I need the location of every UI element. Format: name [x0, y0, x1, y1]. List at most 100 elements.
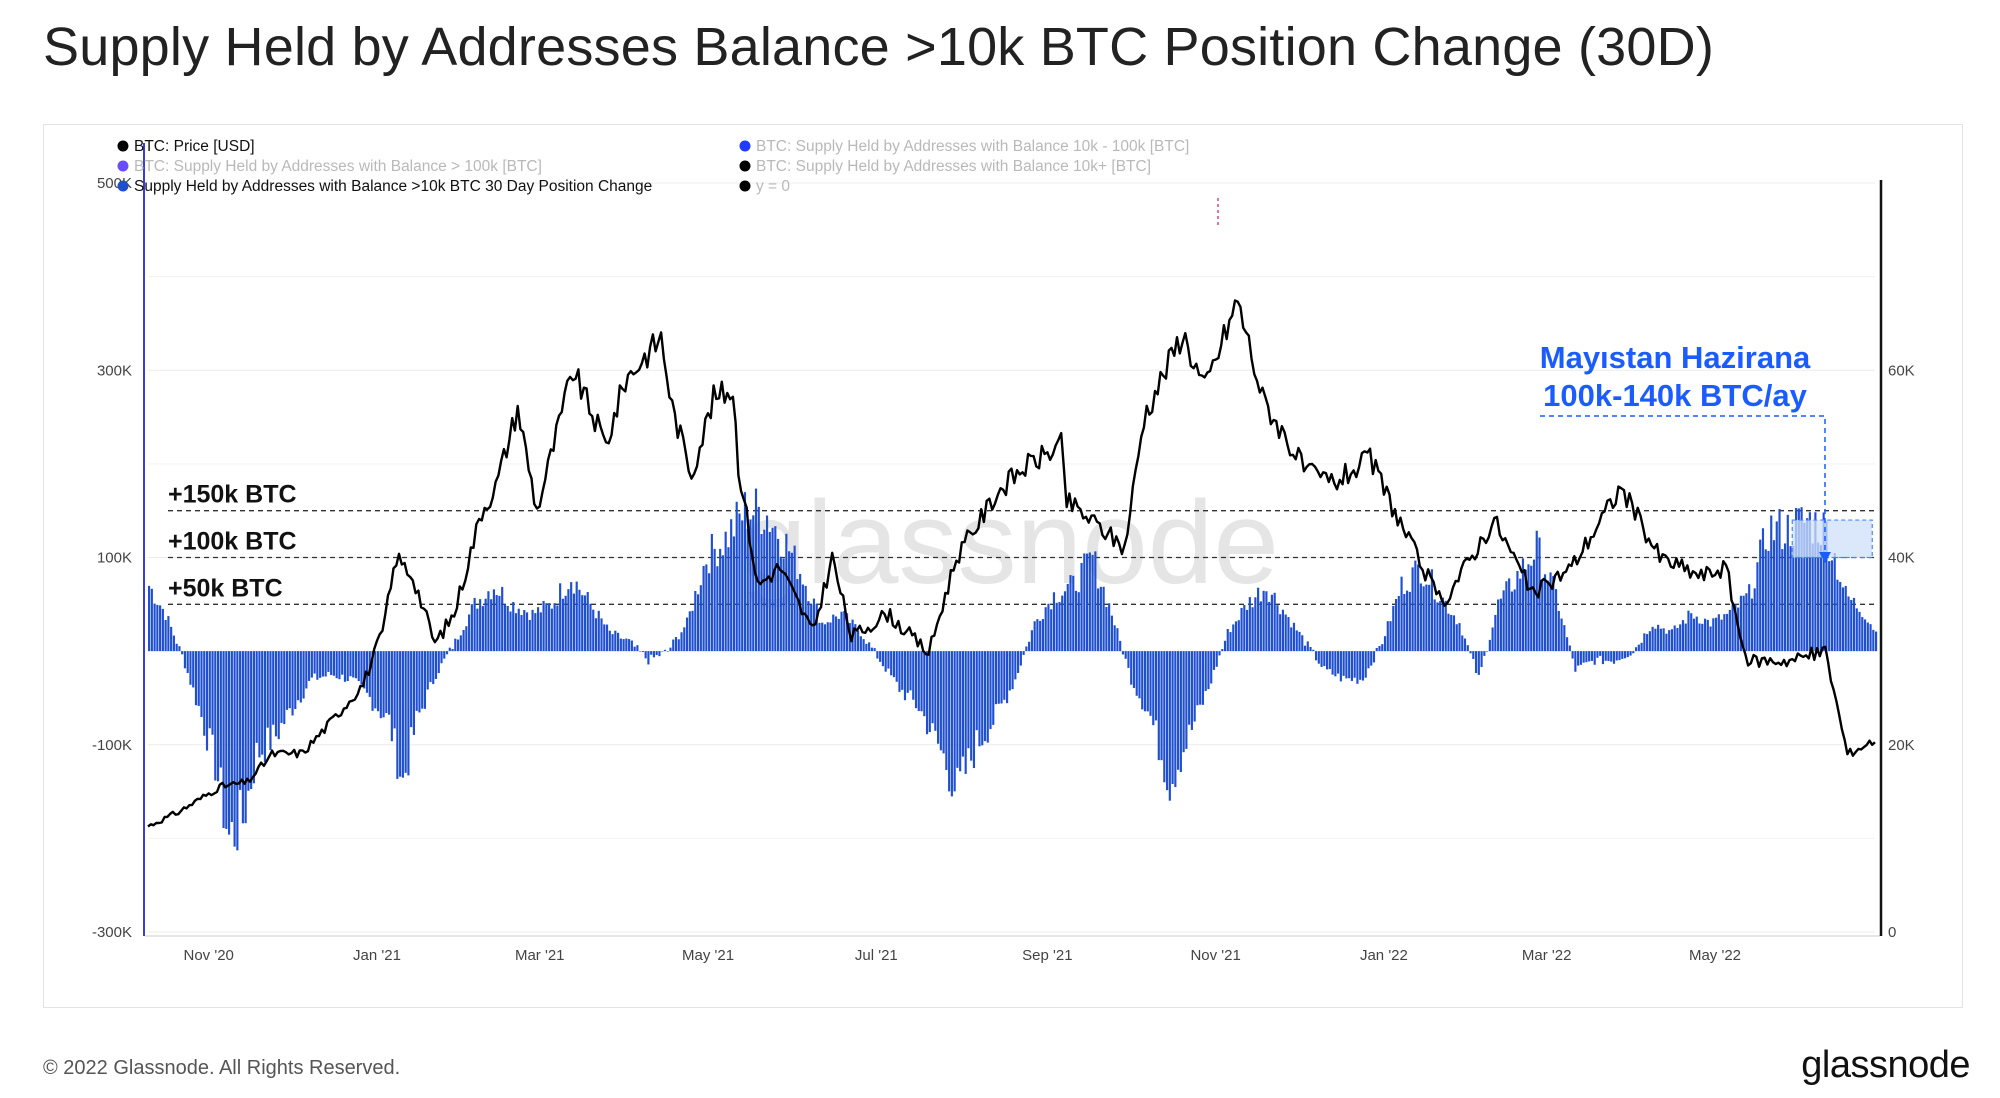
bar — [316, 651, 319, 680]
bar — [156, 604, 159, 652]
bar — [1524, 569, 1527, 652]
bar — [1130, 651, 1133, 685]
bar — [517, 608, 520, 652]
legend[interactable]: BTC: Price [USD] BTC: Supply Held by Addr… — [117, 138, 1190, 195]
bar — [376, 651, 380, 712]
bar — [1386, 621, 1389, 652]
legend-label: Supply Held by Addresses with Balance >1… — [134, 178, 652, 195]
bar — [948, 651, 951, 792]
bar — [1171, 651, 1174, 785]
bar — [699, 585, 702, 652]
bar — [1632, 651, 1635, 654]
bar — [884, 651, 887, 672]
bar — [994, 651, 998, 705]
bar — [857, 630, 860, 652]
bar — [150, 588, 153, 652]
bar — [183, 651, 187, 669]
bar — [961, 651, 965, 757]
bar — [1828, 561, 1831, 652]
bar — [1403, 593, 1406, 652]
bar — [288, 651, 291, 709]
bar — [1516, 571, 1519, 652]
bar — [1317, 651, 1320, 664]
bar — [575, 581, 578, 652]
bar — [1063, 591, 1067, 652]
bar — [1502, 590, 1505, 652]
bar — [1709, 626, 1712, 652]
bar — [956, 651, 959, 768]
bar — [945, 651, 948, 771]
bar — [807, 601, 810, 652]
legend-item[interactable]: BTC: Price [USD] — [117, 138, 255, 155]
bar — [1381, 644, 1384, 652]
bar — [680, 632, 683, 652]
bar — [1830, 560, 1834, 652]
bar — [887, 651, 890, 669]
bar — [1110, 615, 1113, 652]
bar — [525, 612, 529, 652]
bar — [1701, 623, 1704, 652]
bar — [230, 651, 233, 823]
bar — [1847, 596, 1850, 652]
bar — [611, 634, 614, 652]
bar — [263, 651, 267, 763]
bar — [721, 555, 724, 652]
bar — [294, 651, 297, 710]
bar — [283, 651, 286, 725]
legend-item[interactable]: Supply Held by Addresses with Balance >1… — [117, 178, 653, 195]
bar — [1085, 553, 1089, 652]
bar — [832, 614, 835, 652]
bar — [666, 651, 669, 652]
bar — [978, 651, 981, 747]
bar — [313, 651, 316, 674]
bar — [445, 651, 449, 655]
bar — [374, 651, 377, 709]
bar — [208, 651, 211, 729]
bar — [228, 651, 231, 835]
bar — [164, 619, 167, 652]
bar — [1869, 624, 1872, 652]
bar — [1074, 590, 1078, 652]
bar — [352, 651, 355, 678]
bar — [1530, 565, 1533, 652]
bar — [1257, 587, 1260, 652]
bar — [1560, 618, 1563, 652]
bar — [1527, 564, 1530, 652]
bar — [1466, 645, 1469, 652]
bar — [291, 651, 294, 716]
bar — [258, 651, 261, 758]
bar — [1463, 638, 1467, 652]
bar — [1486, 651, 1489, 652]
x-tick-label: Nov '20 — [183, 947, 233, 964]
bar — [1066, 583, 1069, 652]
legend-item[interactable]: BTC: Supply Held by Addresses with Balan… — [117, 158, 542, 175]
bar — [357, 651, 360, 682]
bar — [1786, 514, 1789, 652]
bar — [1535, 530, 1538, 652]
legend-swatch — [739, 180, 751, 192]
bar — [1659, 628, 1662, 652]
bar — [396, 651, 399, 779]
bar — [1863, 619, 1867, 652]
bar — [534, 613, 537, 652]
bar — [321, 651, 324, 677]
bar — [338, 651, 341, 680]
bar — [1408, 591, 1411, 652]
legend-item[interactable]: y = 0 — [739, 178, 791, 195]
bar — [332, 651, 335, 676]
footer-logo[interactable]: glassnode — [1801, 1044, 1970, 1086]
bar — [669, 647, 672, 652]
bar — [1772, 540, 1776, 652]
legend-item[interactable]: BTC: Supply Held by Addresses with Balan… — [739, 158, 1152, 175]
bar — [1428, 584, 1431, 652]
bar — [561, 598, 564, 652]
legend-item[interactable]: BTC: Supply Held by Addresses with Balan… — [739, 138, 1190, 155]
bar — [845, 613, 849, 652]
bar — [837, 618, 840, 652]
bar — [581, 595, 584, 652]
bar — [462, 629, 465, 652]
bar — [255, 651, 258, 743]
bar — [1841, 587, 1845, 652]
bar — [1389, 621, 1392, 652]
bar — [1783, 543, 1787, 652]
